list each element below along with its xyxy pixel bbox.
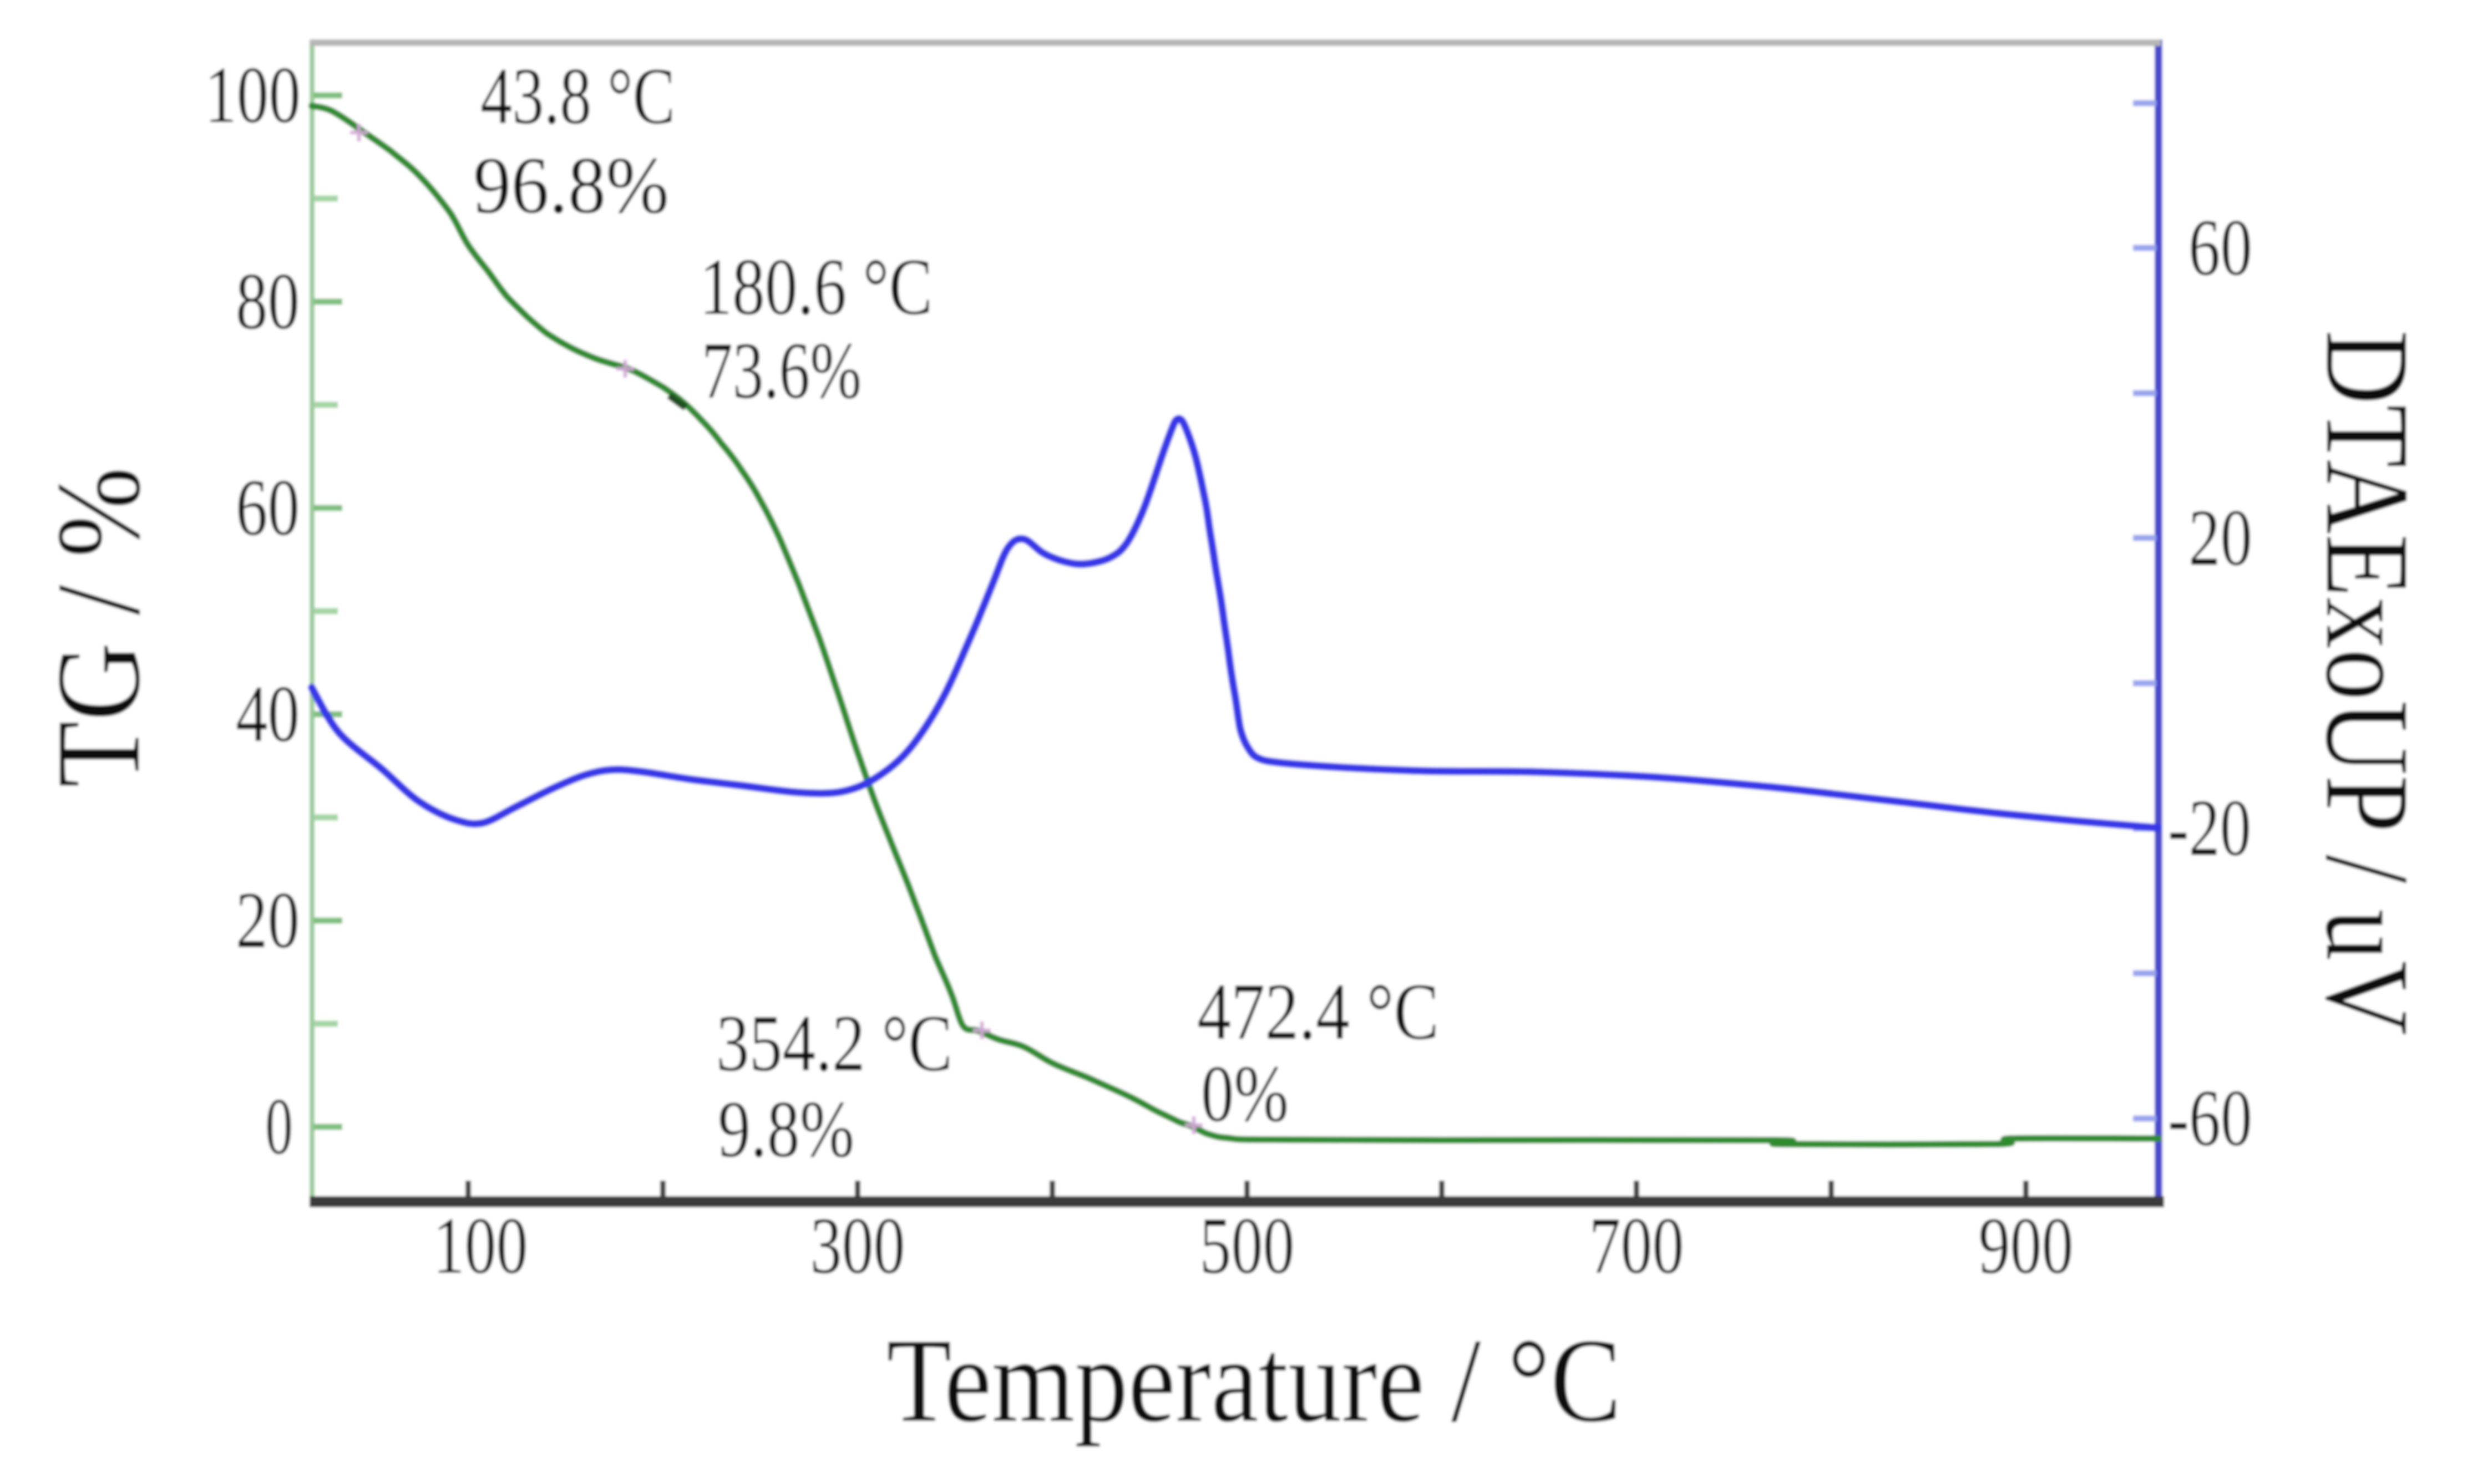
svg-text:43.8 °C: 43.8 °C bbox=[480, 51, 675, 141]
svg-text:9.8%: 9.8% bbox=[718, 1084, 854, 1174]
svg-text:73.6%: 73.6% bbox=[702, 326, 862, 415]
svg-text:100: 100 bbox=[205, 50, 301, 140]
svg-text:-60: -60 bbox=[2168, 1073, 2252, 1163]
svg-text:100: 100 bbox=[433, 1201, 528, 1290]
svg-text:0: 0 bbox=[265, 1081, 293, 1171]
svg-text:96.8%: 96.8% bbox=[473, 140, 669, 230]
svg-text:60: 60 bbox=[236, 463, 300, 552]
svg-text:40: 40 bbox=[236, 669, 300, 759]
svg-text:354.2 °C: 354.2 °C bbox=[716, 998, 952, 1088]
svg-text:DTAExoUP / uV: DTAExoUP / uV bbox=[2301, 330, 2434, 1035]
svg-text:500: 500 bbox=[1200, 1201, 1295, 1290]
svg-text:700: 700 bbox=[1589, 1201, 1684, 1290]
svg-text:180.6 °C: 180.6 °C bbox=[700, 242, 933, 332]
svg-text:900: 900 bbox=[1979, 1201, 2074, 1290]
svg-text:472.4 °C: 472.4 °C bbox=[1197, 967, 1439, 1056]
svg-text:80: 80 bbox=[236, 256, 300, 346]
svg-text:20: 20 bbox=[2188, 492, 2252, 582]
svg-text:-20: -20 bbox=[2168, 783, 2251, 873]
svg-text:TG / %: TG / % bbox=[32, 467, 165, 787]
svg-text:Temperature / °C: Temperature / °C bbox=[886, 1314, 1621, 1447]
svg-text:300: 300 bbox=[810, 1201, 905, 1290]
svg-text:0%: 0% bbox=[1201, 1049, 1289, 1139]
svg-text:60: 60 bbox=[2188, 202, 2252, 292]
svg-text:20: 20 bbox=[236, 875, 300, 965]
